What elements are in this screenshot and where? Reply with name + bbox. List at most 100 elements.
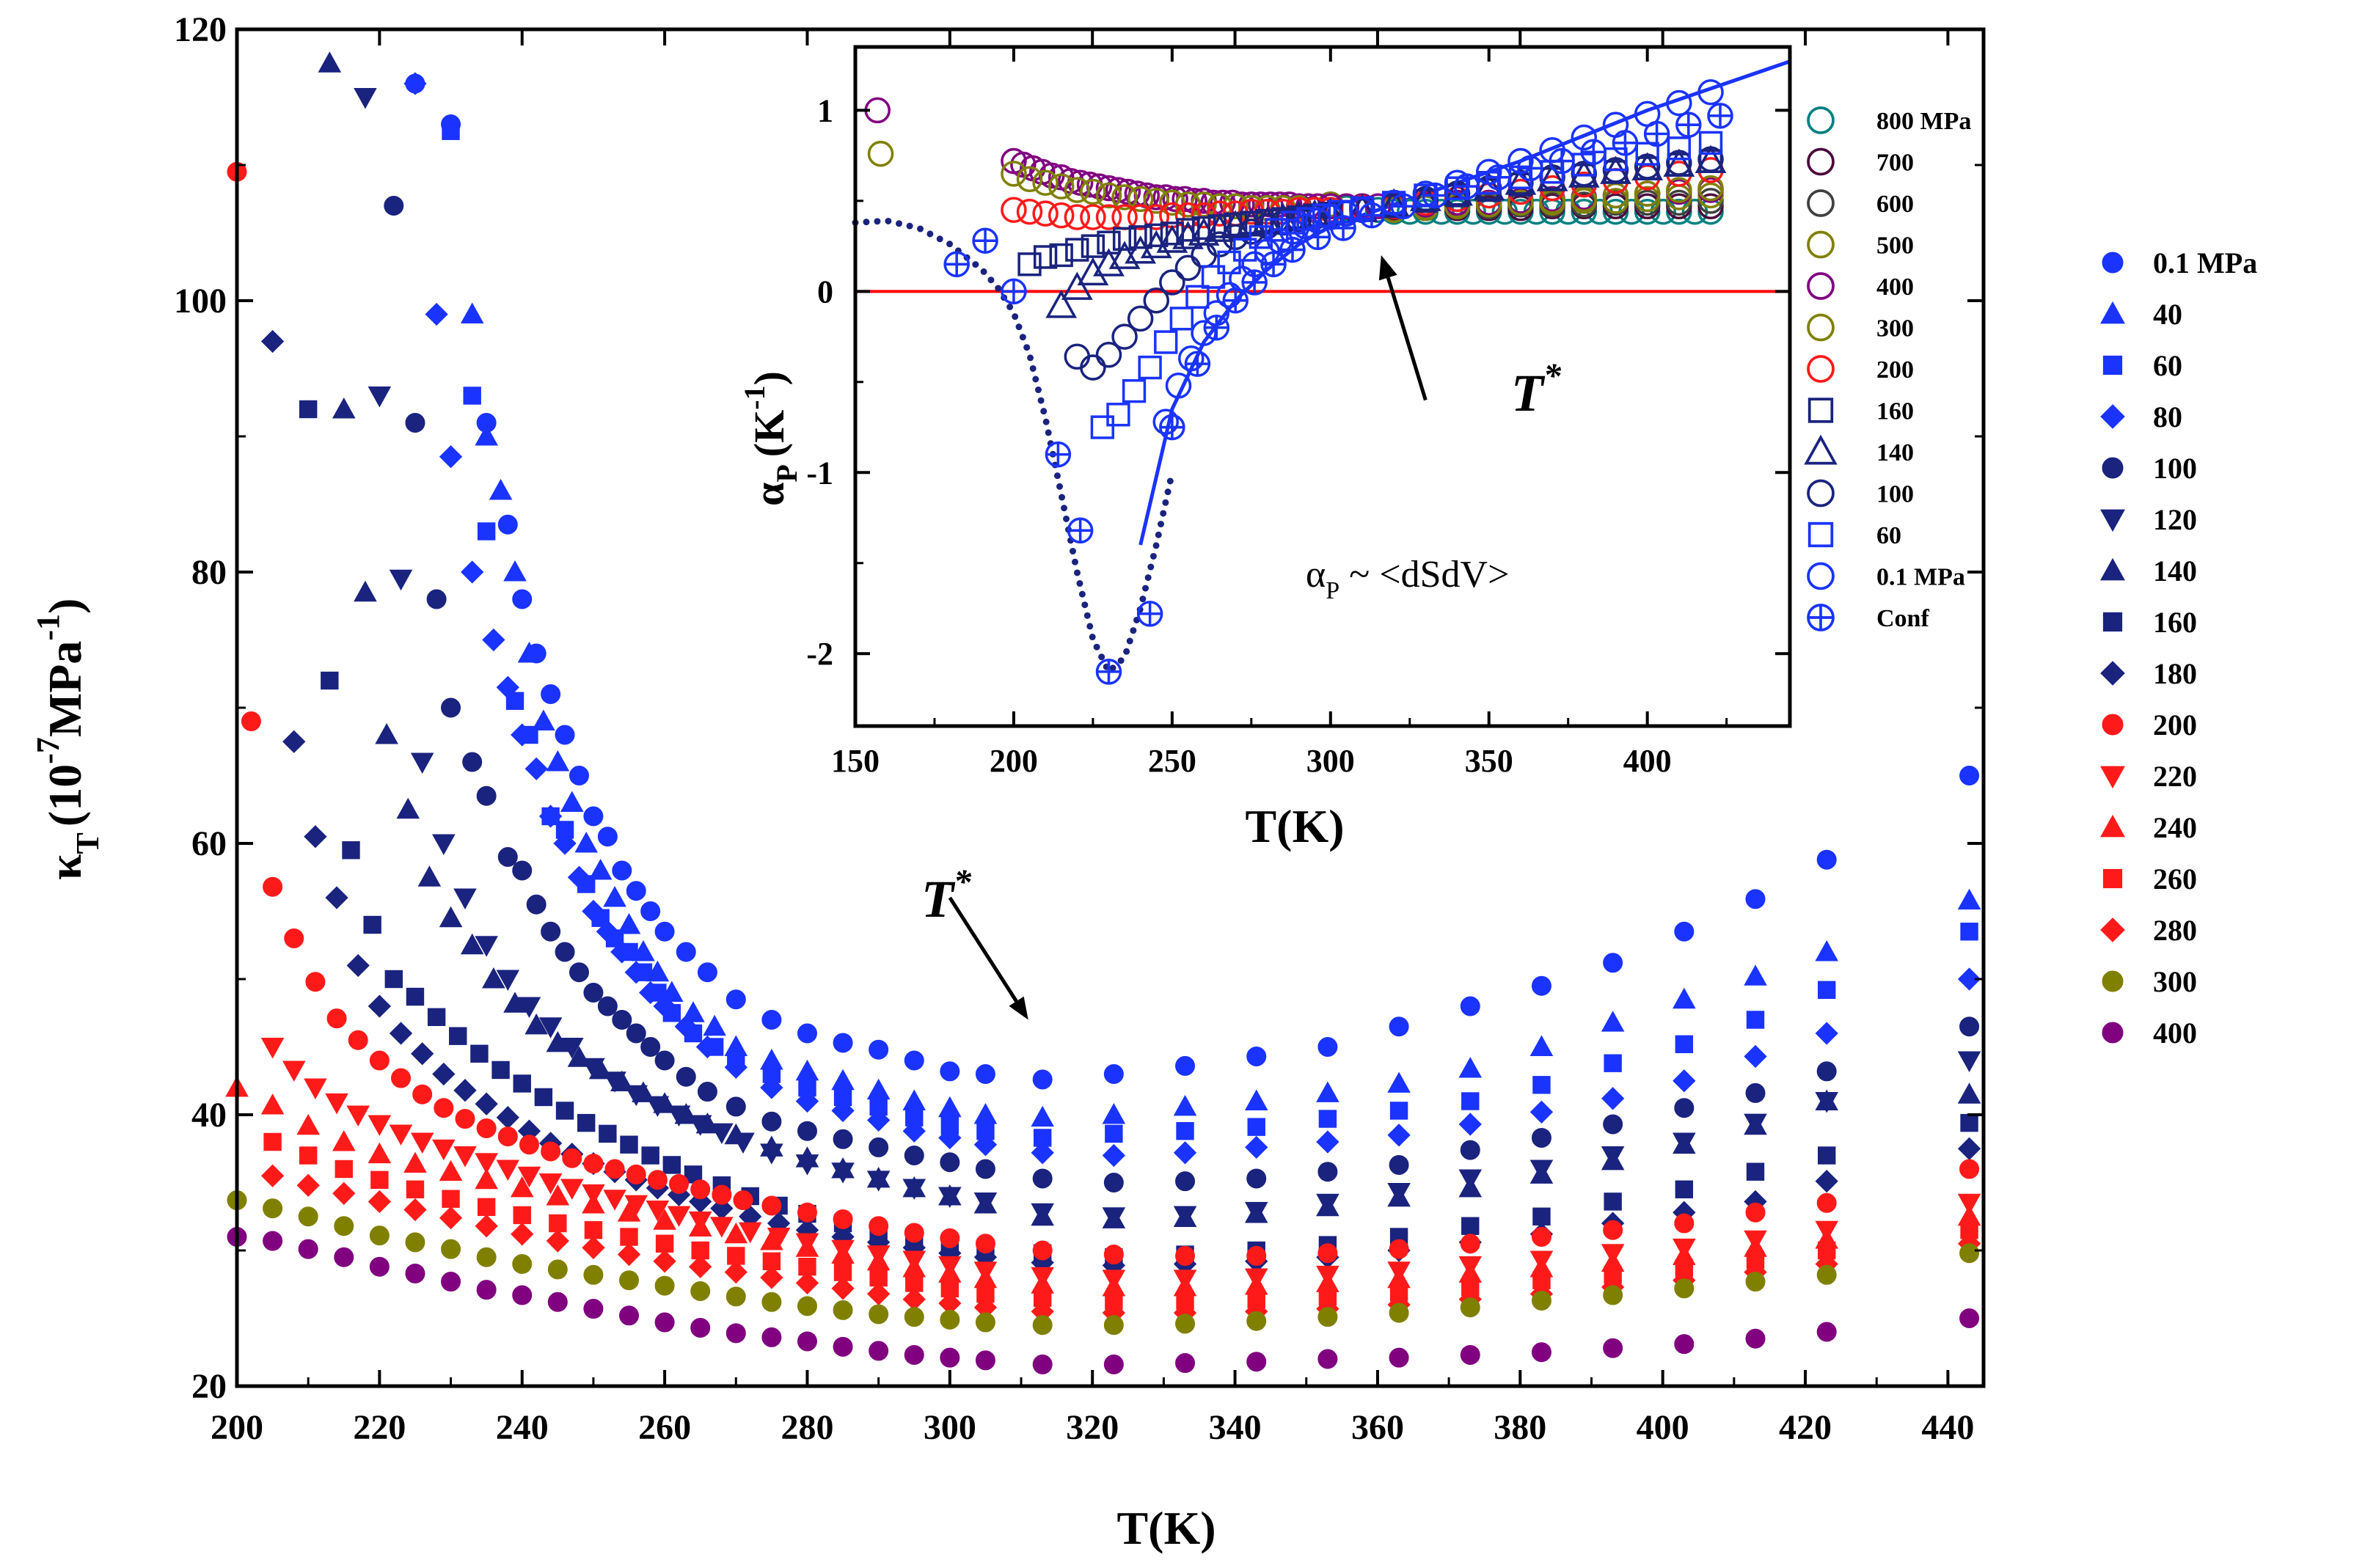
inset-background [855, 47, 1790, 726]
inset-point-0-1-mpa [1333, 200, 1360, 227]
point-300 [1032, 1315, 1053, 1336]
point-140 [318, 51, 342, 73]
point-60 [1461, 1092, 1480, 1110]
inset-point-160 [1081, 234, 1105, 258]
point-400 [1460, 1344, 1480, 1365]
point-0-1-mpa [1531, 975, 1551, 996]
point-120 [389, 569, 413, 591]
point-60 [1604, 1054, 1622, 1072]
point-100 [761, 1111, 782, 1132]
point-60 [1817, 981, 1836, 999]
point-220 [453, 1146, 477, 1168]
svg-text:κT(10-7MPa-1): κT(10-7MPa-1) [30, 598, 106, 880]
point-200 [583, 1154, 604, 1174]
point-300 [1175, 1314, 1196, 1334]
inset-point-60 [1280, 210, 1305, 235]
inset-legend-marker [1807, 604, 1835, 631]
inset-point-100 [1666, 150, 1692, 176]
point-240 [617, 1201, 641, 1222]
inset-point-conf [1517, 155, 1543, 182]
legend-item-60: 60 [2102, 349, 2182, 382]
point-0-1-mpa [612, 860, 632, 881]
point-200 [1745, 1202, 1766, 1223]
legend-label: 260 [2153, 862, 2197, 895]
inset-legend-marker [1804, 434, 1838, 465]
point-40 [703, 1014, 726, 1036]
inset-point-conf [1485, 164, 1512, 191]
point-220 [282, 1060, 306, 1082]
point-140 [653, 1092, 676, 1113]
legend-marker [2102, 970, 2124, 992]
point-140 [1744, 1113, 1767, 1135]
point-80 [1458, 1113, 1482, 1136]
point-300 [405, 1232, 425, 1253]
main-tstar-arrow [948, 896, 1018, 1003]
inset-point-140 [1093, 248, 1125, 276]
point-180 [304, 825, 327, 849]
series-100 [384, 196, 1980, 1193]
point-240 [368, 1142, 392, 1164]
inset-tstar-arrow [1386, 276, 1428, 401]
point-40 [1957, 888, 1981, 910]
point-140 [674, 1103, 698, 1124]
point-80 [653, 994, 676, 1018]
inset-point-300 [1159, 189, 1185, 216]
point-160 [513, 1074, 531, 1093]
point-80 [1031, 1141, 1054, 1165]
point-220 [710, 1217, 734, 1238]
point-240 [546, 1184, 570, 1206]
point-300 [869, 1304, 889, 1325]
inset-point-60 [1635, 142, 1659, 166]
main-data-points [225, 51, 1981, 1374]
legend-item-0-1-mpa: 0.1 MPa [2102, 246, 2257, 279]
point-160 [321, 671, 339, 690]
point-260 [549, 1214, 567, 1233]
point-0-1-mpa [869, 1039, 889, 1060]
inset-legend-label: 60 [1876, 522, 1901, 549]
point-60 [1746, 1011, 1765, 1029]
inset-point-conf [1390, 193, 1417, 220]
inset-point-300 [1222, 193, 1249, 220]
inset-point-400 [1171, 186, 1198, 213]
inset-point-200 [1016, 198, 1043, 225]
point-180 [411, 1042, 434, 1066]
point-100 [797, 1121, 817, 1141]
inset-legend-marker [1807, 272, 1835, 300]
point-200 [869, 1216, 889, 1237]
point-140 [588, 1058, 613, 1080]
point-260 [477, 1198, 496, 1216]
inset-point-conf [1549, 147, 1575, 175]
point-180 [432, 1062, 456, 1086]
inset-series-conf [943, 103, 1733, 685]
point-60 [442, 122, 460, 140]
point-0-1-mpa [512, 589, 533, 609]
point-200 [263, 876, 283, 897]
point-160 [427, 1008, 446, 1026]
legend-marker [2100, 301, 2125, 324]
point-0-1-mpa [626, 881, 646, 901]
point-300 [619, 1270, 640, 1291]
point-80 [425, 302, 448, 326]
point-240 [582, 1193, 605, 1214]
inset-legend-label: 600 [1876, 191, 1914, 218]
inset-plot: 150 200 250 300 350 400-2-101 αP ~ <dSdV> T* … [738, 45, 1792, 852]
point-200 [241, 711, 261, 731]
legend-marker [2102, 355, 2123, 375]
inset-point-conf [1241, 269, 1268, 296]
point-80 [1601, 1087, 1625, 1110]
point-300 [904, 1307, 924, 1327]
point-0-1-mpa [1389, 1016, 1409, 1037]
point-160 [1817, 1146, 1836, 1165]
curve-conf-dotted [852, 217, 1176, 678]
point-80 [1173, 1141, 1197, 1165]
inset-point-conf [972, 227, 998, 254]
inset-point-300 [1127, 186, 1154, 213]
point-280 [689, 1255, 712, 1278]
point-300 [1674, 1278, 1695, 1299]
main-plot: 200 220 240 260 280 300 320 340 360 380 400 420 4402… [30, 10, 1986, 1554]
series-300 [227, 1190, 1980, 1336]
point-100 [541, 921, 561, 942]
point-100 [405, 413, 425, 433]
point-80 [1744, 1044, 1767, 1069]
